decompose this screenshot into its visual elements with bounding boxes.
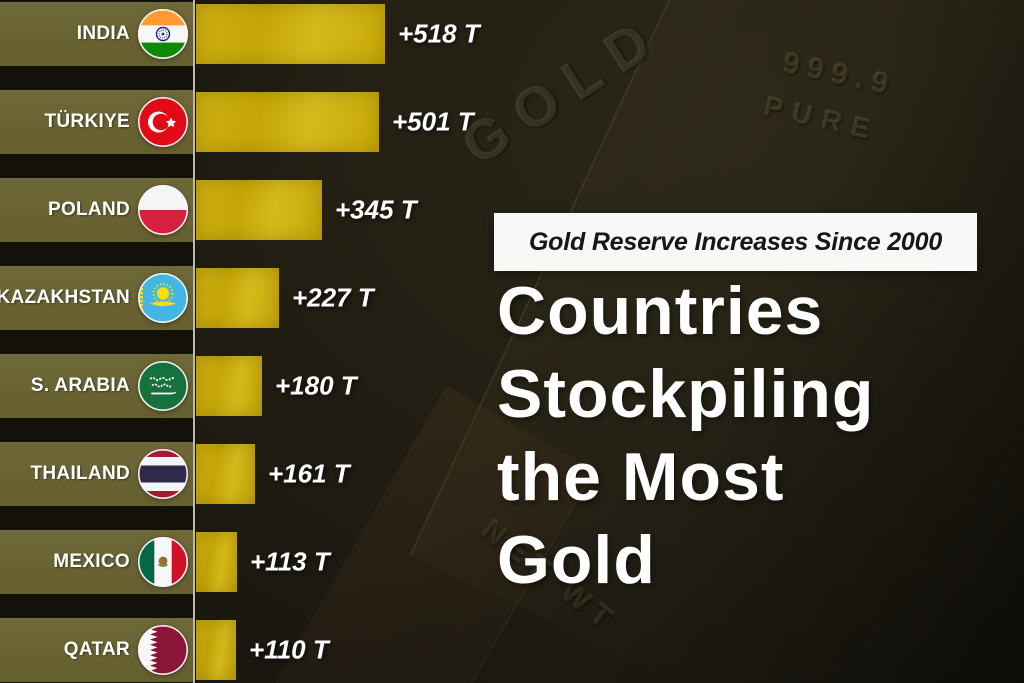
kazakhstan-flag-icon	[137, 272, 189, 324]
value-label: +180 T	[275, 370, 357, 401]
country-label-block: MEXICO	[0, 530, 193, 594]
value-label: +345 T	[335, 194, 417, 225]
country-label-block: THAILAND	[0, 442, 193, 506]
value-label: +110 T	[249, 634, 329, 665]
country-name: TÜRKIYE	[44, 111, 130, 132]
value-label: +161 T	[268, 458, 350, 489]
country-label-block: INDIA	[0, 2, 193, 66]
gold-bar	[196, 356, 262, 416]
country-label-block: TÜRKIYE	[0, 90, 193, 154]
country-row-mexico: MEXICO +113 T	[0, 530, 1024, 594]
country-label-block: POLAND	[0, 178, 193, 242]
country-label-block: S. ARABIA	[0, 354, 193, 418]
main-title-line: Gold	[497, 522, 656, 598]
country-row-thailand: THAILAND +161 T	[0, 442, 1024, 506]
country-row-turkiye: TÜRKIYE +501 T	[0, 90, 1024, 154]
saudi-arabia-flag-icon	[137, 360, 189, 412]
country-label-block: QATAR	[0, 618, 193, 682]
value-label: +518 T	[398, 18, 480, 49]
thailand-flag-icon	[137, 448, 189, 500]
gold-bar	[196, 180, 322, 240]
turkiye-flag-icon	[137, 96, 189, 148]
country-row-saudi-arabia: S. ARABIA +180 T	[0, 354, 1024, 418]
gold-bar	[196, 620, 236, 680]
poland-flag-icon	[137, 184, 189, 236]
main-title-line: Stockpiling	[497, 356, 875, 432]
gold-bar	[196, 92, 379, 152]
country-name: THAILAND	[30, 463, 130, 484]
country-row-qatar: QATAR +110 T	[0, 618, 1024, 682]
country-name: QATAR	[63, 639, 130, 660]
country-row-poland: POLAND +345 T	[0, 178, 1024, 242]
country-row-india: INDIA +518 T	[0, 2, 1024, 66]
qatar-flag-icon	[137, 624, 189, 676]
gold-bar	[196, 268, 279, 328]
kicker-text: Gold Reserve Increases Since 2000	[528, 227, 943, 256]
india-flag-icon	[137, 8, 189, 60]
main-title-line: Countries	[497, 273, 824, 349]
gold-bar	[196, 532, 237, 592]
country-name: INDIA	[76, 23, 130, 44]
main-title: Countries Stockpiling the Most Gold	[497, 270, 1024, 602]
kicker-box: Gold Reserve Increases Since 2000	[494, 213, 977, 271]
country-label-block: KAZAKHSTAN	[0, 266, 193, 330]
value-label: +113 T	[250, 546, 330, 577]
country-row-kazakhstan: KAZAKHSTAN +227 T	[0, 266, 1024, 330]
country-name: MEXICO	[53, 551, 130, 572]
gold-bar	[196, 4, 385, 64]
main-title-line: the Most	[497, 439, 785, 515]
value-label: +501 T	[392, 106, 474, 137]
country-name: KAZAKHSTAN	[0, 287, 130, 308]
mexico-flag-icon	[137, 536, 189, 588]
country-name: S. ARABIA	[30, 375, 130, 396]
value-label: +227 T	[292, 282, 374, 313]
axis-line	[193, 0, 195, 683]
country-name: POLAND	[47, 199, 130, 220]
gold-bar	[196, 444, 255, 504]
